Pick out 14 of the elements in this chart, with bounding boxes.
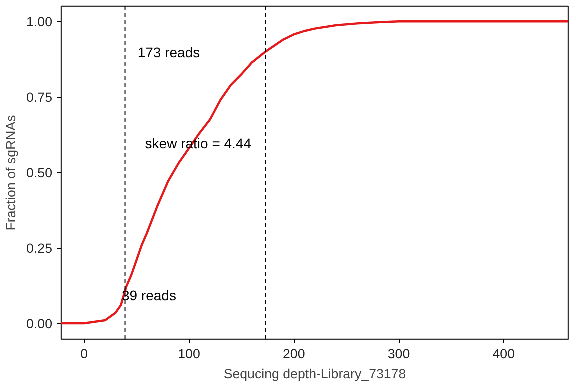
- x-tick-label: 400: [492, 346, 516, 362]
- y-tick-label: 0.75: [26, 90, 53, 106]
- x-tick-label: 100: [178, 346, 200, 362]
- y-tick-label: 0.00: [26, 316, 53, 332]
- y-tick-label: 1.00: [26, 14, 53, 30]
- annotation: 173 reads: [138, 44, 200, 60]
- y-tick-label: 0.25: [26, 241, 53, 256]
- x-tick-label: 200: [283, 346, 306, 362]
- x-axis-title: Sequcing depth-Library_73178: [224, 366, 406, 382]
- y-tick-label: 0.50: [26, 166, 53, 181]
- y-axis-title: Fraction of sgRNAs: [4, 114, 19, 231]
- line-series: [62, 20, 568, 325]
- x-tick-label: 0: [80, 346, 88, 362]
- x-tick-label: 300: [388, 346, 410, 362]
